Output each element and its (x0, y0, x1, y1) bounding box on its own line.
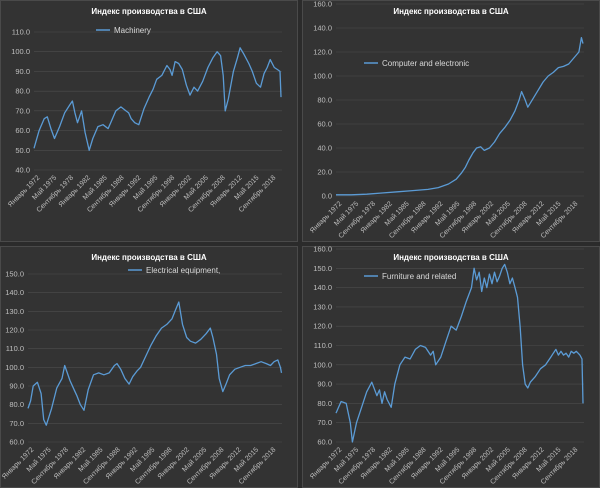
series-line (33, 47, 282, 151)
chart-panel-4: 60.0 70.0 80.0 90.0 100.0 110.0 120.0 130.0 140.… (302, 245, 600, 488)
y-tick-label: 80.0 (317, 96, 332, 105)
chart-panel-1: 40.050.060.070.080.090.0100.0110.0Январь… (0, 0, 298, 242)
y-tick-label: 40.0 (15, 166, 30, 175)
y-tick-label: 150.0 (5, 270, 24, 279)
chart-frame (0, 246, 298, 488)
y-tick-label: 80.0 (15, 87, 30, 96)
chart-frame (0, 0, 298, 242)
y-tick-label: 160.0 (313, 245, 332, 254)
chart-frame (302, 0, 600, 242)
y-tick-label: 130.0 (5, 307, 24, 316)
legend-label: Furniture and related (382, 272, 456, 281)
y-tick-label: 120.0 (5, 326, 24, 335)
y-tick-label: 100.0 (313, 360, 332, 369)
y-tick-label: 0.0 (322, 192, 332, 201)
legend-label: Computer and electronic (382, 59, 469, 68)
y-tick-label: 140.0 (313, 283, 332, 292)
y-tick-label: 80.0 (317, 399, 332, 408)
y-tick-label: 60.0 (317, 438, 332, 447)
y-tick-label: 90.0 (317, 380, 332, 389)
y-tick-label: 140.0 (5, 288, 24, 297)
series-line (335, 263, 584, 443)
series-line (336, 36, 584, 196)
legend-label: Electrical equipment, (146, 266, 220, 275)
y-tick-label: 70.0 (9, 419, 24, 428)
chart-title: Индекс производства в США (91, 253, 207, 262)
y-tick-label: 110.0 (314, 341, 332, 350)
y-tick-label: 40.0 (317, 144, 332, 153)
y-tick-label: 120.0 (313, 48, 332, 57)
y-tick-label: 100.0 (11, 47, 30, 56)
legend-label: Machinery (114, 26, 151, 35)
y-tick-label: 130.0 (313, 302, 332, 311)
chart-panel-2: 0.020.040.060.080.0100.0120.0140.0160.0Я… (302, 0, 600, 242)
y-tick-label: 60.0 (15, 126, 30, 135)
y-tick-label: 60.0 (317, 120, 332, 129)
chart-title: Индекс производства в США (393, 7, 509, 16)
y-tick-label: 160.0 (313, 0, 332, 9)
y-tick-label: 90.0 (15, 67, 30, 76)
chart-title: Индекс производства в США (393, 253, 509, 262)
y-tick-label: 70.0 (317, 418, 332, 427)
y-tick-label: 140.0 (313, 24, 332, 33)
y-tick-label: 110.0 (6, 344, 24, 353)
series-line (27, 301, 283, 426)
y-tick-label: 80.0 (9, 400, 24, 409)
y-tick-label: 60.0 (9, 438, 24, 447)
y-tick-label: 120.0 (313, 322, 332, 331)
y-tick-label: 100.0 (5, 363, 24, 372)
chart-panel-3: 60.0 70.0 80.0 90.0 100.0 110.0 120.0 130.0 140.… (0, 246, 298, 488)
y-tick-label: 20.0 (317, 168, 332, 177)
y-tick-label: 110.0 (12, 28, 30, 37)
y-tick-label: 150.0 (313, 264, 332, 273)
y-tick-label: 100.0 (313, 72, 332, 81)
y-tick-label: 90.0 (9, 382, 24, 391)
y-tick-label: 50.0 (15, 146, 30, 155)
chart-title: Индекс производства в США (91, 7, 207, 16)
y-tick-label: 70.0 (15, 106, 30, 115)
chart-frame (302, 246, 600, 488)
